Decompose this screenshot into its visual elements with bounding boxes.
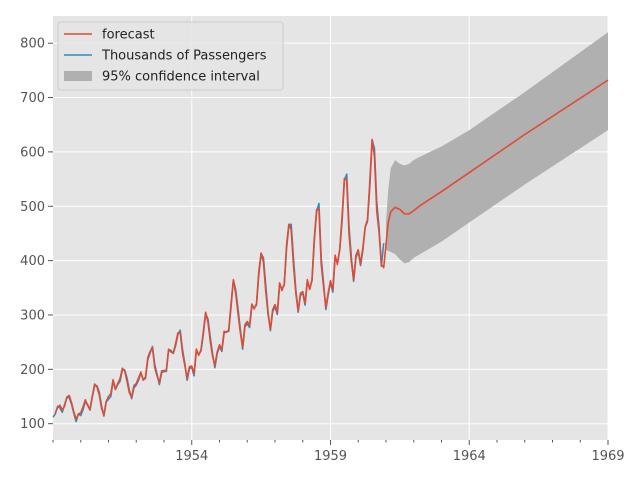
y-tick-label: 300 (20, 308, 45, 323)
y-tick-label: 700 (20, 91, 45, 106)
legend-box (57, 21, 284, 91)
x-tick-label: 1954 (175, 449, 208, 464)
series-lines-layer (52, 79, 609, 423)
legend-label: forecast (102, 28, 155, 43)
y-tick-label: 500 (20, 200, 45, 215)
legend-label: Thousands of Passengers (101, 49, 267, 64)
x-axis: 1954 1959 1964 1969 (52, 440, 625, 464)
y-tick-label: 100 (20, 417, 45, 432)
y-tick-label: 800 (20, 37, 45, 52)
confidence-band-layer (386, 32, 608, 264)
confidence-interval-band (386, 32, 608, 264)
x-tick-label: 1964 (453, 449, 486, 464)
y-tick-label: 400 (20, 254, 45, 269)
x-tick-label: 1959 (314, 449, 347, 464)
forecast-line (54, 79, 609, 421)
legend-swatch-patch (64, 71, 92, 81)
y-tick-label: 200 (20, 363, 45, 378)
legend: forecast Thousands of Passengers 95% confi… (57, 21, 284, 91)
y-axis: 100 200 300 400 500 600 700 800 (20, 37, 53, 432)
y-tick-label: 600 (20, 145, 45, 160)
legend-label: 95% confidence interval (102, 70, 260, 85)
x-tick-label: 1969 (591, 449, 624, 464)
